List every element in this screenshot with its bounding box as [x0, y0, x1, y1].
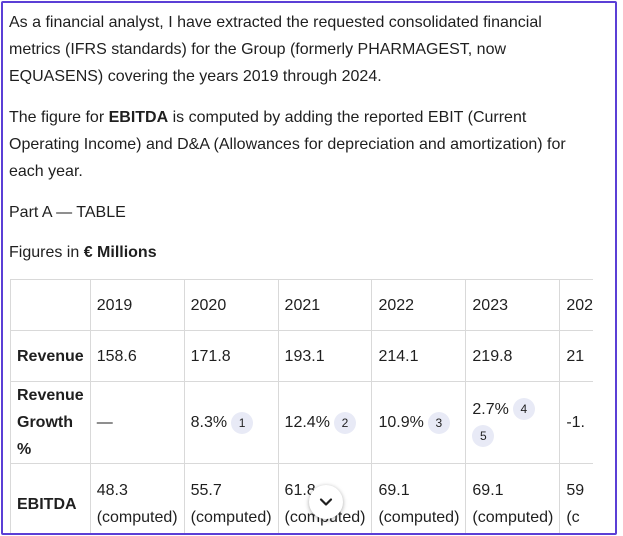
- table-cell: 12.4% 2: [277, 381, 373, 464]
- table-cell: -1.: [559, 381, 593, 464]
- table-row-revenue: Revenue 158.6 171.8 193.1 214.1 219.8 21: [10, 330, 593, 382]
- table-row-revenue-growth: Revenue Growth % — 8.3% 1 12.4% 2 10.9% 3 2…: [10, 381, 593, 464]
- cell-value: —: [96, 414, 113, 431]
- table-cell: 55.7 (computed): [183, 463, 279, 533]
- citation-chip[interactable]: 2: [333, 411, 356, 434]
- part-label: Part A — TABLE: [9, 204, 126, 221]
- chevron-down-icon: [319, 498, 333, 506]
- cell-value: 55.7: [190, 482, 222, 499]
- table-cell: 21: [559, 330, 593, 382]
- figures-unit-note: Figures in € Millions: [9, 239, 157, 266]
- row-label: EBITDA: [10, 463, 91, 533]
- header-cell-year: 2020: [183, 279, 279, 331]
- cell-value: 12.4%: [284, 414, 330, 431]
- citation-chip[interactable]: 4: [512, 398, 535, 421]
- table-cell: —: [89, 381, 185, 464]
- financial-table: 2019 2020 2021 2022 2023 2024 Revenue 15…: [10, 279, 593, 533]
- table-cell: 69.1 (computed): [465, 463, 561, 533]
- table-cell: 158.6: [89, 330, 185, 382]
- cell-note: (computed): [472, 509, 554, 526]
- ebitda-explanation-prefix: The figure for: [9, 109, 109, 126]
- ebitda-term: EBITDA: [108, 109, 169, 126]
- cell-note: (computed): [190, 509, 272, 526]
- table-row-ebitda: EBITDA 48.3 (computed) 55.7 (computed) 61.…: [10, 463, 593, 533]
- table-cell: 193.1: [277, 330, 373, 382]
- figures-unit: € Millions: [83, 244, 157, 261]
- ebitda-explanation: The figure for EBITDA is computed by add…: [9, 104, 597, 185]
- citation-chip[interactable]: 5: [472, 425, 495, 448]
- ebitda-explanation-suffix: is computed by adding the reported EBIT …: [9, 109, 566, 180]
- citation-chip[interactable]: 1: [231, 411, 254, 434]
- scroll-down-button[interactable]: [309, 485, 343, 519]
- row-label: Revenue Growth %: [10, 381, 91, 464]
- header-cell-year: 2024: [559, 279, 593, 331]
- table-cell: 69.1 (computed): [371, 463, 467, 533]
- row-label: Revenue: [10, 330, 91, 382]
- header-cell-year: 2022: [371, 279, 467, 331]
- cell-note: (c: [566, 509, 580, 526]
- table-cell: 171.8: [183, 330, 279, 382]
- table-cell: 48.3 (computed): [89, 463, 185, 533]
- cell-value: 61.8: [284, 482, 316, 499]
- cell-value: 69.1: [378, 482, 410, 499]
- table-cell: 59 (c: [559, 463, 593, 533]
- table-cell: 10.9% 3: [371, 381, 467, 464]
- table-cell: 219.8: [465, 330, 561, 382]
- header-cell-year: 2021: [277, 279, 373, 331]
- cell-note: (computed): [378, 509, 460, 526]
- cell-value: 59: [566, 482, 585, 499]
- figures-unit-prefix: Figures in: [9, 244, 84, 261]
- cell-value: 2.7%: [472, 400, 509, 418]
- cell-value: -1.: [566, 414, 585, 431]
- cell-note: (computed): [96, 509, 178, 526]
- header-cell-empty: [10, 279, 91, 331]
- table-cell: 61.8(computed): [277, 463, 373, 533]
- table-scroll-container[interactable]: 2019 2020 2021 2022 2023 2024 Revenue 15…: [10, 279, 593, 533]
- intro-paragraph: As a financial analyst, I have extracted…: [9, 14, 542, 85]
- cell-value: 10.9%: [378, 414, 424, 431]
- table-cell: 8.3% 1: [183, 381, 279, 464]
- header-cell-year: 2023: [465, 279, 561, 331]
- cell-value: 48.3: [96, 482, 128, 499]
- table-cell: 2.7% 4 5: [465, 381, 561, 464]
- cell-value: 8.3%: [190, 414, 228, 431]
- header-cell-year: 2019: [89, 279, 185, 331]
- table-header-row: 2019 2020 2021 2022 2023 2024: [10, 279, 593, 331]
- table-cell: 214.1: [371, 330, 467, 382]
- citation-chip[interactable]: 3: [427, 411, 450, 434]
- cell-value: 69.1: [472, 482, 504, 499]
